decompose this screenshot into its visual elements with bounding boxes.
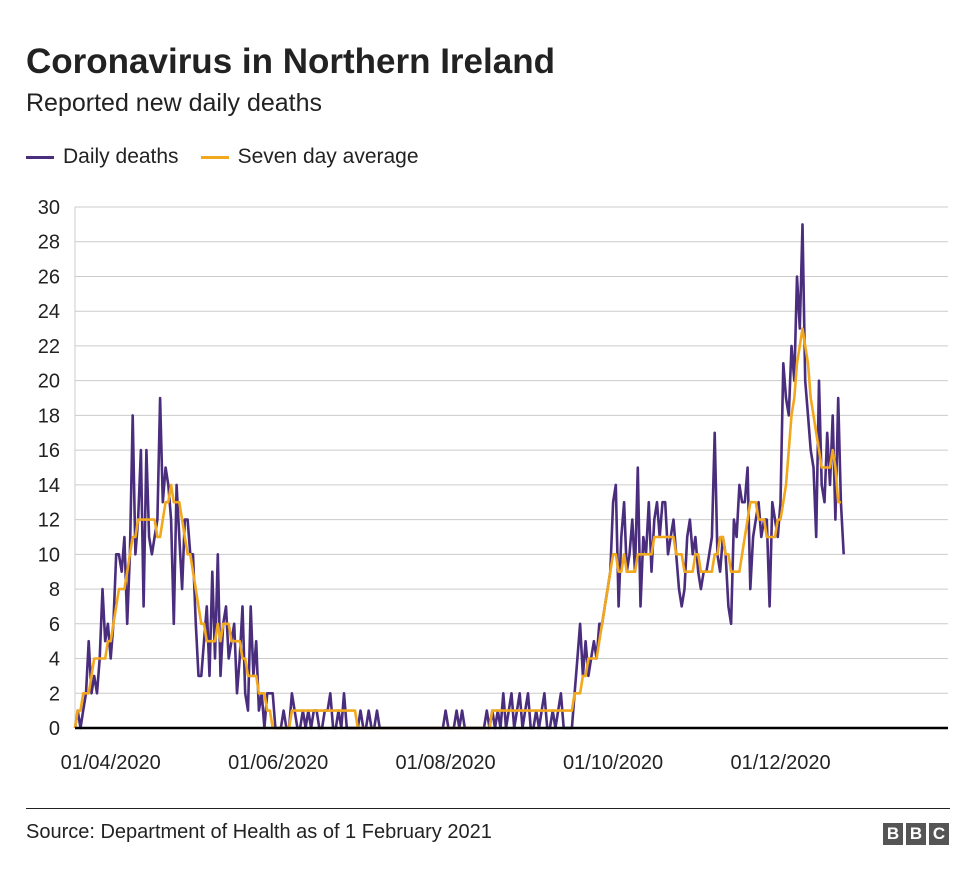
legend-swatch-daily xyxy=(26,155,54,159)
y-tick-label: 6 xyxy=(49,614,60,636)
y-tick-label: 0 xyxy=(49,718,60,740)
y-tick-label: 12 xyxy=(38,510,60,532)
legend-label-average: Seven day average xyxy=(237,145,419,168)
legend-item-average: Seven day average xyxy=(200,145,419,169)
x-tick-label: 01/12/2020 xyxy=(730,752,830,774)
x-tick-label: 01/10/2020 xyxy=(563,752,663,774)
y-tick-label: 2 xyxy=(49,683,60,705)
x-tick-label: 01/08/2020 xyxy=(396,752,496,774)
y-tick-label: 20 xyxy=(38,371,60,393)
y-tick-label: 10 xyxy=(38,544,60,566)
bbc-logo-letter: C xyxy=(929,823,949,845)
legend: Daily deaths Seven day average xyxy=(26,140,441,174)
seven-day-average-line xyxy=(73,327,841,730)
chart-title: Coronavirus in Northern Ireland xyxy=(26,42,555,81)
y-tick-label: 8 xyxy=(49,579,60,601)
y-tick-label: 28 xyxy=(38,232,60,254)
y-tick-label: 26 xyxy=(38,266,60,288)
y-tick-label: 22 xyxy=(38,336,60,358)
bbc-logo-letter: B xyxy=(906,823,926,845)
legend-item-daily: Daily deaths xyxy=(26,145,179,169)
chart-subtitle: Reported new daily deaths xyxy=(26,89,323,117)
y-tick-label: 30 xyxy=(38,197,60,219)
source-note: Source: Department of Health as of 1 Feb… xyxy=(26,821,492,843)
footer-divider xyxy=(26,808,950,809)
y-tick-label: 16 xyxy=(38,440,60,462)
y-tick-label: 18 xyxy=(38,405,60,427)
bbc-logo: B B C xyxy=(880,823,949,845)
legend-swatch-average xyxy=(200,155,229,159)
x-tick-label: 01/06/2020 xyxy=(228,752,328,774)
x-tick-label: 01/04/2020 xyxy=(61,752,161,774)
y-tick-label: 14 xyxy=(38,475,60,497)
legend-label-daily: Daily deaths xyxy=(63,145,179,168)
daily-deaths-line xyxy=(73,223,845,730)
bbc-logo-letter: B xyxy=(883,823,903,845)
y-tick-label: 4 xyxy=(49,649,60,671)
y-tick-label: 24 xyxy=(38,301,60,323)
